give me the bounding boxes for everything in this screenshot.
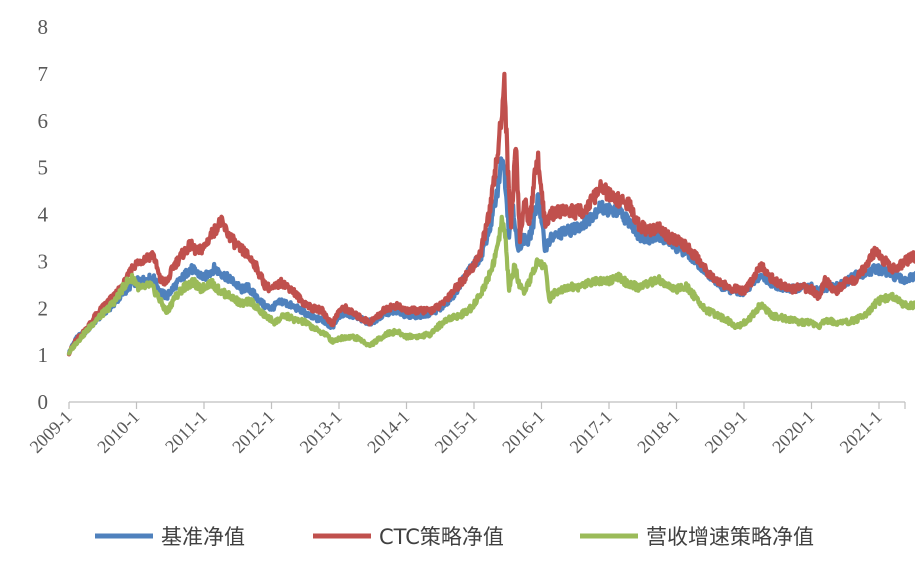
legend-label: 基准净值	[161, 525, 245, 549]
x-tick-label: 2017-1	[566, 407, 616, 457]
legend: 基准净值 CTC策略净值 营收增速策略净值	[95, 525, 814, 549]
legend-label: CTC策略净值	[379, 525, 504, 549]
y-tick-label: 2	[38, 296, 49, 320]
axes-layer: 0 1 2 3 4 5 6 7 8 2009-1 2010-1 2011-1 2012-1 2013-1 2…	[26, 15, 906, 457]
legend-label: 营收增速策略净值	[646, 525, 814, 549]
y-tick-label: 6	[38, 109, 49, 133]
series-line-2	[66, 71, 915, 357]
y-tick-label: 8	[38, 15, 49, 39]
y-tick-label: 5	[38, 156, 49, 180]
x-tick-label: 2018-1	[633, 407, 683, 457]
y-tick-label: 3	[38, 249, 49, 273]
x-tick-label: 2013-1	[296, 407, 346, 457]
y-tick-label: 1	[38, 343, 49, 367]
x-tick-label: 2012-1	[228, 407, 278, 457]
y-tick-label: 7	[38, 62, 49, 86]
x-tick-label: 2011-1	[161, 407, 211, 457]
x-tick-label: 2019-1	[701, 407, 751, 457]
x-tick-label: 2014-1	[363, 407, 413, 457]
x-tick-label: 2021-1	[836, 407, 886, 457]
x-tick-label: 2015-1	[431, 407, 481, 457]
x-tick-label: 2010-1	[93, 407, 143, 457]
series-line-1	[66, 156, 915, 356]
x-tick-label: 2020-1	[768, 407, 818, 457]
x-tick-label: 2016-1	[498, 407, 548, 457]
y-tick-label: 4	[38, 203, 49, 227]
y-tick-label: 0	[38, 390, 49, 414]
series-layer	[66, 71, 915, 357]
x-tick-label: 2009-1	[26, 407, 76, 457]
series-line-3	[66, 214, 915, 356]
